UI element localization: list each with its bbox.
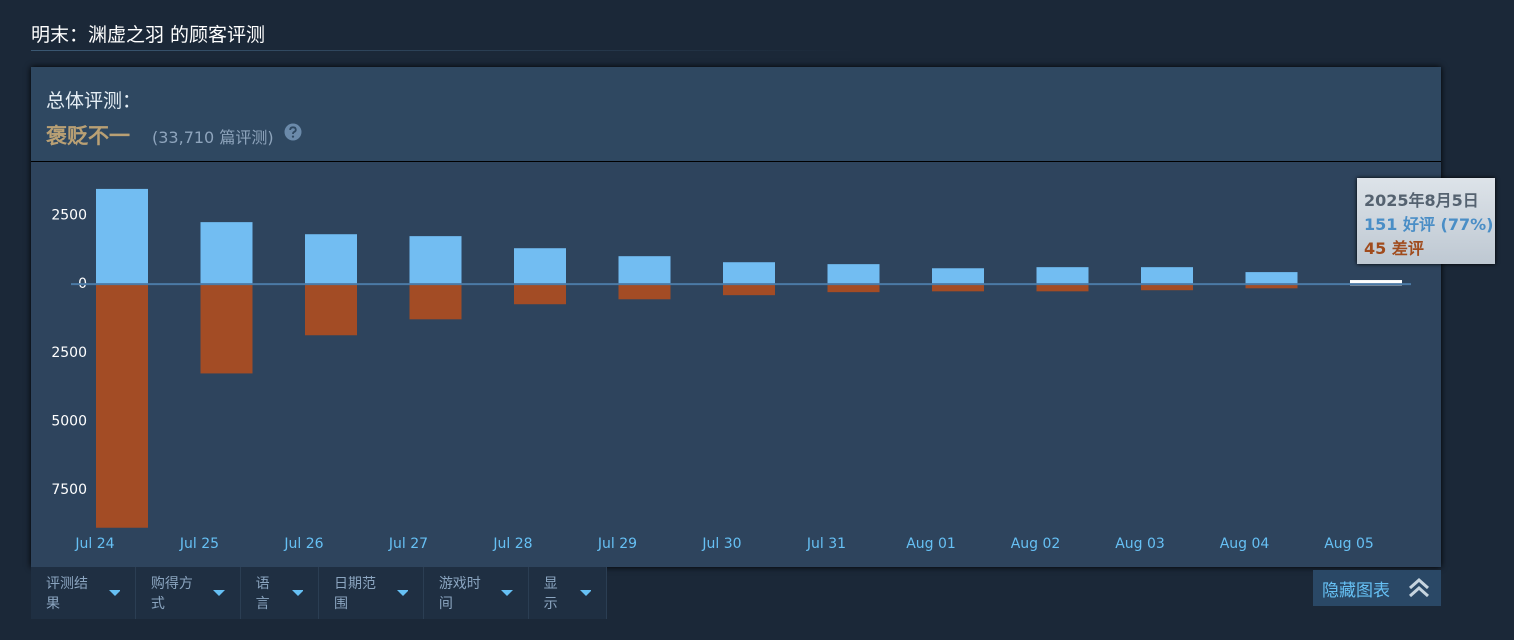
- collapse-icon: [1409, 577, 1429, 598]
- tooltip-negative: 45 差评: [1364, 239, 1424, 258]
- filter-label: 日期范围: [333, 576, 376, 612]
- hide-graph-label: 隐藏图表: [1322, 580, 1390, 601]
- hide-graph-button[interactable]: 隐藏图表: [1313, 570, 1441, 606]
- arrow-shape: [108, 590, 120, 596]
- filter-label: 语言: [255, 576, 270, 612]
- x-tick-label: Aug 05: [1324, 536, 1374, 552]
- filter-bar: 评测结果 购得方式 语言 日期范围 游戏时间 显示: [31, 567, 607, 619]
- arrow-shape: [579, 590, 591, 596]
- title-underline: [31, 50, 861, 51]
- bar: [723, 284, 775, 296]
- bar: [200, 222, 253, 285]
- x-tick-label: Jul 31: [806, 536, 846, 552]
- filter-dropdown[interactable]: 购得方式: [136, 567, 241, 619]
- x-tick-label: Jul 24: [74, 536, 114, 552]
- x-tick-label: Jul 25: [179, 536, 219, 552]
- summary-label: 总体评测：: [46, 90, 142, 112]
- bar: [1141, 267, 1193, 285]
- y-tick-label: 2500: [51, 208, 87, 224]
- help-icon[interactable]: [284, 123, 302, 141]
- bar: [96, 188, 148, 285]
- bar: [1141, 284, 1193, 291]
- bar: [514, 284, 566, 305]
- x-tick-label: Jul 26: [283, 536, 323, 552]
- summary-header: 总体评测： 褒贬不一 (33,710 篇评测): [31, 67, 1441, 162]
- filter-dropdown[interactable]: 游戏时间: [424, 567, 529, 619]
- x-tick-label: Aug 03: [1115, 536, 1165, 552]
- bar: [1245, 272, 1298, 285]
- filter-label: 购得方式: [150, 576, 193, 612]
- bar: [305, 284, 357, 336]
- bar: [514, 248, 566, 285]
- filter-label: 评测结果: [46, 576, 88, 612]
- x-tick-label: Jul 27: [388, 536, 428, 552]
- dropdown-arrow: [396, 590, 408, 596]
- tooltip-positive: 151 好评 (77%): [1364, 215, 1494, 234]
- bar: [618, 256, 671, 285]
- x-tick-label: Jul 29: [597, 536, 637, 552]
- x-tick-label: Aug 04: [1220, 536, 1270, 552]
- filter-dropdown[interactable]: 显示: [529, 567, 607, 619]
- dropdown-arrow: [291, 590, 303, 596]
- bar: [305, 234, 357, 285]
- x-tick-label: Aug 01: [906, 536, 956, 552]
- filter-dropdown[interactable]: 日期范围: [319, 567, 424, 619]
- dropdown-arrow: [108, 590, 120, 596]
- filter-dropdown[interactable]: 语言: [241, 567, 319, 619]
- arrow-shape: [213, 590, 225, 596]
- bar: [200, 284, 253, 374]
- tooltip-date: 2025年8月5日: [1364, 191, 1479, 210]
- bar: [409, 236, 462, 285]
- filter-label: 游戏时间: [438, 576, 481, 612]
- bar: [1245, 284, 1298, 289]
- filter-dropdown[interactable]: 评测结果: [31, 567, 136, 619]
- tooltip: 2025年8月5日 151 好评 (77%) 45 差评: [1357, 178, 1495, 264]
- dropdown-arrow: [579, 590, 591, 596]
- summary-count: (33,710 篇评测): [152, 128, 274, 147]
- review-panel: 总体评测： 褒贬不一 (33,710 篇评测) 7500 5000 2500 0 250…: [31, 67, 1441, 567]
- bar: [932, 284, 984, 292]
- x-tick-label: Jul 30: [701, 536, 741, 552]
- arrow-shape: [291, 590, 303, 596]
- bar: [618, 284, 671, 300]
- y-tick-label: 7500: [51, 482, 87, 498]
- bar: [723, 262, 775, 285]
- bar: [1350, 280, 1402, 285]
- x-tick-label: Aug 02: [1011, 536, 1061, 552]
- bar: [827, 284, 880, 293]
- x-tick-label: Jul 28: [492, 536, 532, 552]
- summary-rating: 褒贬不一: [46, 124, 130, 148]
- bar: [1036, 267, 1089, 285]
- bar: [1036, 284, 1089, 292]
- y-tick-label: 2500: [51, 345, 87, 361]
- bar: [827, 264, 880, 285]
- bar: [96, 284, 148, 528]
- filter-label: 显示: [543, 576, 558, 612]
- bar: [409, 284, 462, 320]
- page-title: 明末：渊虚之羽 的顾客评测: [31, 24, 266, 46]
- y-tick-label: 5000: [51, 413, 87, 429]
- dropdown-arrow: [213, 590, 225, 596]
- arrow-shape: [501, 590, 513, 596]
- bar: [932, 268, 984, 285]
- dropdown-arrow: [501, 590, 513, 596]
- arrow-shape: [396, 590, 408, 596]
